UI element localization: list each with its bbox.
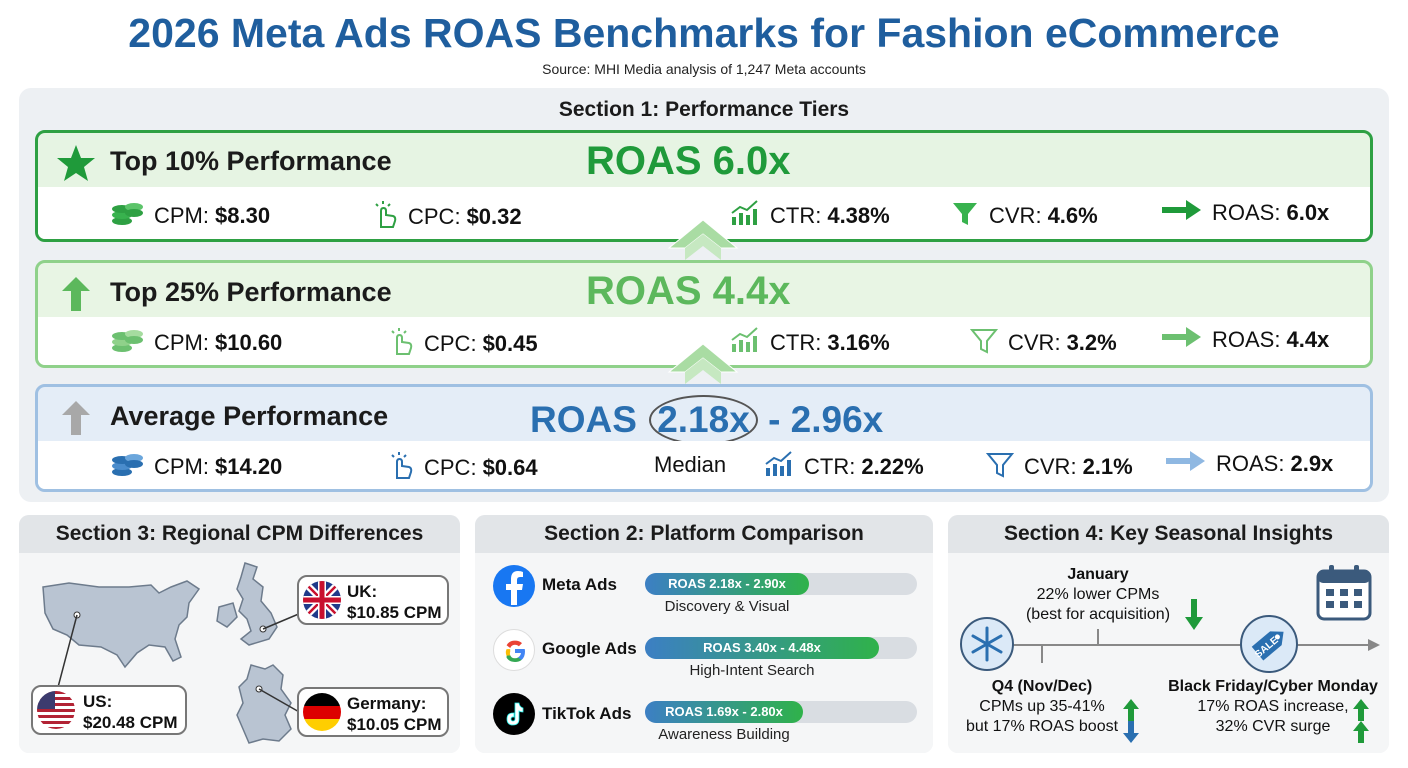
platform-note: High-Intent Search [689, 662, 815, 679]
metric-roas: ROAS: 2.9x [1166, 450, 1333, 478]
arrow-right-icon [1162, 326, 1202, 354]
connector-lines [56, 612, 302, 714]
section3-title: Section 3: Regional CPM Differences [19, 515, 460, 553]
bfcm-insight: Black Friday/Cyber Monday 17% ROAS incre… [1168, 678, 1378, 735]
pointer-click-icon [388, 450, 414, 486]
pointer-click-icon [388, 326, 414, 362]
region-label-us: US: $20.48 CPM [31, 685, 187, 735]
metric-roas: ROAS: 4.4x [1162, 326, 1329, 354]
platform-comparison-section: Section 2: Platform Comparison Meta Ads … [475, 515, 933, 753]
arrow-up-icon [1352, 721, 1370, 748]
platform-name: TikTok Ads [542, 704, 632, 723]
facebook-icon [493, 565, 535, 607]
arrow-down-icon [1122, 721, 1140, 748]
metric-ctr: CTR: 4.38% [730, 199, 890, 233]
funnel-icon [951, 199, 979, 233]
arrow-up-icon [56, 275, 96, 318]
coins-icon [110, 326, 144, 360]
metric-cpm: CPM: $14.20 [110, 450, 282, 484]
section4-title: Section 4: Key Seasonal Insights [948, 515, 1389, 553]
arrow-up-icon [1352, 699, 1370, 726]
funnel-icon [969, 326, 999, 360]
chevron-up-icon [667, 342, 739, 391]
uk-flag-icon [303, 581, 341, 619]
metric-ctr: CTR: 2.22% [764, 450, 924, 484]
platform-note: Discovery & Visual [664, 598, 790, 615]
january-insight: January 22% lower CPMs (best for acquisi… [1025, 566, 1171, 623]
roas-bar: ROAS 2.18x - 2.90x [645, 573, 809, 595]
arrow-up-icon [1122, 699, 1140, 726]
section2-title: Section 2: Platform Comparison [475, 515, 933, 553]
metric-cpc: CPC: $0.32 [372, 199, 522, 235]
platform-name: Google Ads [542, 639, 637, 658]
arrow-right-icon [1166, 450, 1206, 478]
chevron-up-icon [667, 218, 739, 267]
regional-cpm-section: Section 3: Regional CPM Differences [19, 515, 460, 753]
snowflake-icon [960, 617, 1014, 671]
metric-cpm: CPM: $10.60 [110, 326, 282, 360]
calendar-icon [1316, 563, 1372, 626]
roas-prefix: ROAS [530, 399, 637, 440]
chart-growth-icon [764, 450, 794, 484]
tier-name: Average Performance [110, 401, 389, 431]
tier-roas: ROAS 6.0x [586, 139, 791, 183]
page-title: 2026 Meta Ads ROAS Benchmarks for Fashio… [128, 10, 1280, 56]
chart-growth-icon [730, 326, 760, 360]
tier-average: Average Performance ROAS 2.18x - 2.96x C… [35, 384, 1373, 492]
metric-roas: ROAS: 6.0x [1162, 199, 1329, 227]
metric-cvr: CVR: 4.6% [951, 199, 1098, 233]
google-icon [493, 629, 535, 671]
tier-top-25: Top 25% Performance ROAS 4.4x CPM: $10.60… [35, 260, 1373, 368]
metric-cpm: CPM: $8.30 [110, 199, 270, 233]
uk-map-icon [215, 561, 285, 658]
chart-growth-icon [730, 199, 760, 233]
region-label-uk: UK: $10.85 CPM [297, 575, 449, 625]
coins-icon [110, 199, 144, 233]
tiktok-icon [493, 693, 535, 735]
roas-high: - 2.96x [768, 399, 884, 440]
germany-map-icon [233, 663, 295, 750]
tier-name: Top 10% Performance [110, 146, 392, 176]
roas-median-circled: 2.18x [649, 395, 758, 445]
arrow-down-icon [1184, 599, 1204, 636]
page-source: Source: MHI Media analysis of 1,247 Meta… [542, 61, 866, 77]
section1-title: Section 1: Performance Tiers [558, 98, 850, 121]
timeline-line [988, 629, 1380, 663]
metric-cpc: CPC: $0.64 [388, 450, 538, 486]
germany-flag-icon [303, 693, 341, 731]
metric-cvr: CVR: 3.2% [969, 326, 1117, 360]
funnel-icon [985, 450, 1015, 484]
us-flag-icon [37, 691, 75, 729]
tier-roas: ROAS 4.4x [586, 269, 791, 313]
seasonal-insights-section: Section 4: Key Seasonal Insights January… [948, 515, 1389, 753]
metric-cpc: CPC: $0.45 [388, 326, 538, 362]
pointer-click-icon [372, 199, 398, 235]
tier-name: Top 25% Performance [110, 277, 392, 307]
coins-icon [110, 450, 144, 484]
metric-ctr: CTR: 3.16% [730, 326, 890, 360]
q4-insight: Q4 (Nov/Dec) CPMs up 35-41% but 17% ROAS… [965, 678, 1119, 735]
star-icon [56, 143, 96, 188]
metric-cvr: CVR: 2.1% [985, 450, 1133, 484]
region-label-germany: Germany: $10.05 CPM [297, 687, 449, 737]
arrow-right-icon [1162, 199, 1202, 227]
median-label: Median [654, 452, 727, 477]
performance-tiers-section: Section 1: Performance Tiers Top 10% Per… [19, 88, 1389, 502]
sale-tag-icon: SALE [1240, 615, 1298, 673]
roas-bar: ROAS 1.69x - 2.80x [645, 701, 803, 723]
tier-roas: ROAS 2.18x - 2.96x [530, 395, 883, 445]
platform-name: Meta Ads [542, 575, 617, 594]
us-map-icon [39, 573, 204, 678]
arrow-up-icon [56, 399, 96, 442]
roas-bar: ROAS 3.40x - 4.48x [645, 637, 879, 659]
platform-note: Awareness Building [658, 726, 790, 743]
